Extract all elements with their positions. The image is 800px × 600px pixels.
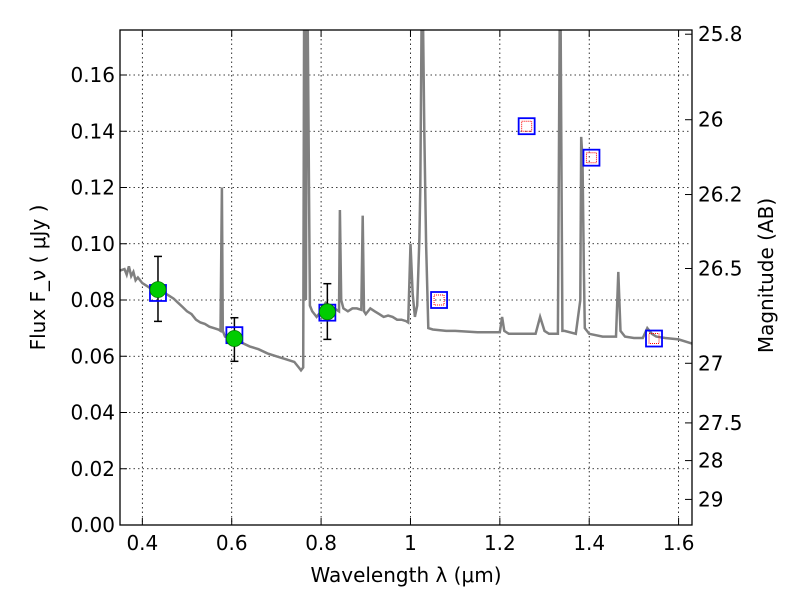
- right-tick-label: 29: [698, 487, 723, 511]
- model-photometry-marker: [645, 329, 663, 348]
- model-photometry-inner-marker: [585, 152, 597, 164]
- y-axis-label: Flux F_ν ( μJy ): [26, 205, 50, 351]
- right-tick-label: 26.2: [698, 183, 743, 207]
- right-axis-label: Magnitude (AB): [754, 198, 778, 353]
- right-tick-label: 27: [698, 351, 723, 375]
- x-axis-label: Wavelength λ (μm): [310, 563, 501, 587]
- y-tick-label: 0.14: [70, 119, 115, 143]
- x-tick-label: 0.8: [305, 531, 337, 555]
- right-tick-label: 27.5: [698, 411, 743, 435]
- x-tick-label: 1: [404, 531, 417, 555]
- right-tick-label: 26: [698, 108, 723, 132]
- plot-frame: [119, 29, 693, 526]
- model-photometry-marker: [430, 291, 448, 309]
- model-photometry-inner-marker: [433, 294, 445, 306]
- plot-area: [120, 30, 692, 373]
- observed-photometry-point: [318, 303, 336, 321]
- x-tick-label: 0.4: [126, 531, 158, 555]
- right-tick-label: 26.5: [698, 257, 743, 281]
- right-tick-label: 28: [698, 449, 723, 473]
- model-photometry-inner-marker: [521, 120, 533, 132]
- markers: [149, 117, 663, 363]
- right-tick-label: 25.8: [698, 22, 743, 46]
- grid-lines: [120, 30, 692, 525]
- y-tick-label: 0.04: [70, 401, 115, 425]
- x-tick-label: 1.4: [573, 531, 605, 555]
- y-tick-label: 0.16: [70, 63, 115, 87]
- x-tick-label: 1.2: [484, 531, 516, 555]
- observed-photometry-point: [149, 281, 167, 298]
- y-tick-label: 0.00: [70, 513, 115, 537]
- y-tick-label: 0.10: [70, 232, 115, 256]
- model-photometry-marker: [517, 117, 536, 136]
- model-photometry-inner-marker: [648, 333, 660, 345]
- y-tick-label: 0.12: [70, 176, 115, 200]
- axis-ticks: 0.4 0.6 0.8 1 1.2 1.4 1.6 0.00 0.02 0.04 0.06 0.08 0…: [70, 22, 742, 555]
- y-tick-label: 0.02: [70, 457, 115, 481]
- x-tick-label: 1.6: [663, 531, 695, 555]
- x-tick-label: 0.6: [216, 531, 248, 555]
- model-spectrum-line: [120, 30, 692, 373]
- y-tick-label: 0.08: [70, 288, 115, 312]
- model-photometry-marker: [582, 148, 601, 167]
- y-tick-label: 0.06: [70, 344, 115, 368]
- observed-photometry-point: [225, 330, 243, 347]
